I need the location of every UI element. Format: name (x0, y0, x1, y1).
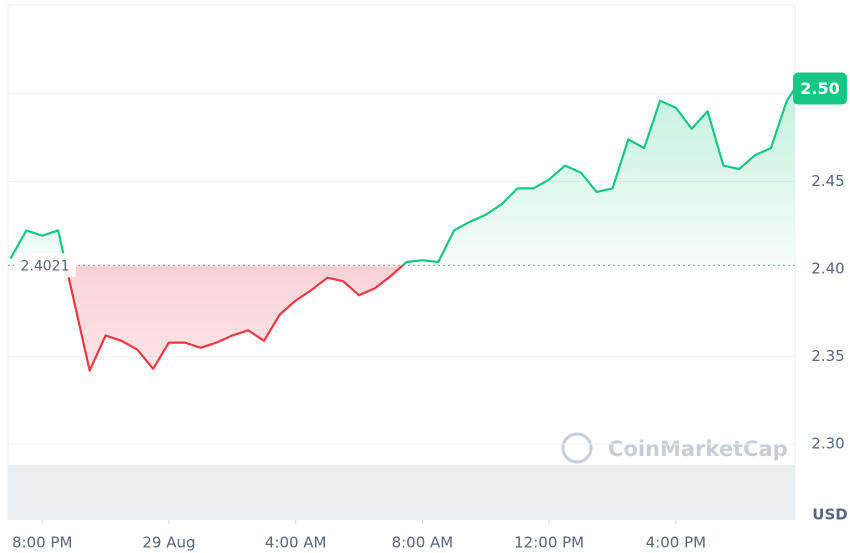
currency-label: USD (812, 506, 847, 524)
watermark: CoinMarketCap (561, 432, 788, 464)
price-badge-box (793, 72, 847, 105)
x-tick-label: 8:00 AM (392, 534, 454, 552)
x-tick-label: 4:00 PM (646, 534, 706, 552)
watermark-text: CoinMarketCap (608, 437, 788, 461)
price-line (9, 88, 796, 372)
watermark-logo (561, 432, 593, 464)
reference-label-box (14, 253, 76, 278)
x-tick-label: 12:00 PM (514, 534, 584, 552)
price-badge: 2.50 (800, 79, 839, 98)
x-tick-label: 29 Aug (142, 534, 195, 552)
volume-band (8, 465, 795, 520)
y-tick-label: 2.40 (811, 259, 844, 277)
y-tick-label: 2.35 (811, 347, 844, 365)
price-area (10, 88, 795, 371)
reference-label: 2.4021 (21, 258, 70, 274)
y-tick-label: 2.30 (811, 435, 844, 453)
x-tick-label: 8:00 PM (12, 534, 72, 552)
y-tick-label: 2.45 (811, 172, 844, 190)
x-tick-label: 4:00 AM (265, 534, 327, 552)
